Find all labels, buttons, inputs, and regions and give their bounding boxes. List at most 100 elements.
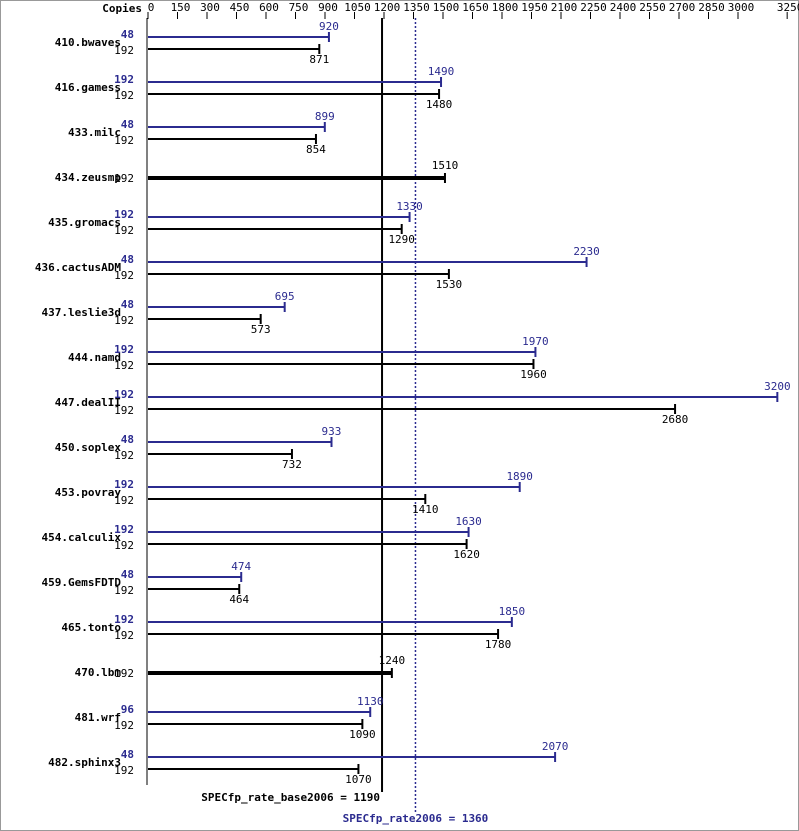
copies-label: 192: [114, 584, 134, 597]
value-label: 1480: [426, 98, 453, 111]
x-tick-label: 1050: [344, 1, 371, 14]
copies-label: 192: [114, 613, 134, 626]
value-label: 1290: [388, 233, 415, 246]
copies-label: 192: [114, 539, 134, 552]
copies-label: 192: [114, 89, 134, 102]
copies-label: 192: [114, 269, 134, 282]
x-tick-label: 1500: [433, 1, 460, 14]
x-tick-label: 1350: [403, 1, 430, 14]
copies-label: 48: [121, 748, 134, 761]
value-label: 1780: [485, 638, 512, 651]
value-label: 1850: [499, 605, 526, 618]
copies-label: 192: [114, 404, 134, 417]
copies-label: 192: [114, 478, 134, 491]
x-tick-label: 2850: [698, 1, 725, 14]
copies-label: 192: [114, 44, 134, 57]
x-tick-label: 3250: [777, 1, 799, 14]
x-tick-label: 900: [318, 1, 338, 14]
copies-label: 192: [114, 388, 134, 401]
x-tick-label: 1200: [374, 1, 401, 14]
x-tick-label: 1950: [521, 1, 548, 14]
copies-label: 192: [114, 172, 134, 185]
category-label: 450.soplex: [55, 441, 122, 454]
value-label: 1890: [506, 470, 533, 483]
copies-label: 192: [114, 629, 134, 642]
category-label: 410.bwaves: [55, 36, 121, 49]
reference-label: SPECfp_rate_base2006 = 1190: [201, 791, 380, 804]
copies-label: 192: [114, 449, 134, 462]
reference-label: SPECfp_rate2006 = 1360: [343, 812, 489, 825]
x-tick-label: 2100: [551, 1, 578, 14]
copies-label: 48: [121, 568, 134, 581]
copies-label: 192: [114, 208, 134, 221]
copies-label: 192: [114, 523, 134, 536]
category-label: 433.milc: [68, 126, 121, 139]
category-label: 437.leslie3d: [42, 306, 121, 319]
category-label: 459.GemsFDTD: [42, 576, 122, 589]
value-label: 854: [306, 143, 326, 156]
category-label: 482.sphinx3: [48, 756, 121, 769]
category-label: 465.tonto: [61, 621, 121, 634]
value-label: 1090: [349, 728, 376, 741]
value-label: 871: [309, 53, 329, 66]
value-label: 1410: [412, 503, 439, 516]
x-tick-label: 150: [171, 1, 191, 14]
value-label: 2070: [542, 740, 569, 753]
category-label: 447.dealII: [55, 396, 121, 409]
value-label: 1070: [345, 773, 372, 786]
copies-label: 48: [121, 28, 134, 41]
value-label: 732: [282, 458, 302, 471]
copies-label: 48: [121, 298, 134, 311]
copies-label: 192: [114, 224, 134, 237]
value-label: 2230: [573, 245, 600, 258]
copies-label: 192: [114, 343, 134, 356]
x-tick-label: 600: [259, 1, 279, 14]
category-label: 416.gamess: [55, 81, 121, 94]
value-label: 1240: [379, 654, 406, 667]
copies-label: 96: [121, 703, 135, 716]
copies-label: 48: [121, 118, 134, 131]
x-tick-label: 450: [230, 1, 250, 14]
category-label: 434.zeusmp: [55, 171, 122, 184]
category-label: 481.wrf: [75, 711, 121, 724]
category-label: 444.namd: [68, 351, 121, 364]
category-label: 436.cactusADM: [35, 261, 121, 274]
value-label: 573: [251, 323, 271, 336]
category-label: 470.lbm: [75, 666, 122, 679]
copies-label: 192: [114, 314, 134, 327]
x-tick-label: 0: [148, 1, 155, 14]
value-label: 899: [315, 110, 335, 123]
copies-label: 48: [121, 253, 134, 266]
x-tick-label: 1650: [462, 1, 489, 14]
copies-label: 192: [114, 134, 134, 147]
value-label: 920: [319, 20, 339, 33]
value-label: 464: [229, 593, 249, 606]
category-label: 453.povray: [55, 486, 122, 499]
value-label: 2680: [662, 413, 689, 426]
x-tick-label: 2700: [669, 1, 696, 14]
copies-header: Copies: [102, 2, 142, 15]
x-tick-label: 3000: [728, 1, 755, 14]
value-label: 474: [231, 560, 251, 573]
x-tick-label: 2400: [610, 1, 637, 14]
copies-label: 48: [121, 433, 134, 446]
value-label: 1530: [436, 278, 463, 291]
x-tick-label: 2550: [639, 1, 666, 14]
x-tick-label: 300: [200, 1, 220, 14]
value-label: 1960: [520, 368, 547, 381]
value-label: 1130: [357, 695, 384, 708]
value-label: 1330: [396, 200, 423, 213]
value-label: 1510: [432, 159, 459, 172]
copies-label: 192: [114, 359, 134, 372]
value-label: 695: [275, 290, 295, 303]
value-label: 1620: [453, 548, 480, 561]
copies-label: 192: [114, 764, 134, 777]
value-label: 933: [322, 425, 342, 438]
category-label: 435.gromacs: [48, 216, 121, 229]
x-tick-label: 750: [289, 1, 309, 14]
value-label: 1970: [522, 335, 549, 348]
copies-label: 192: [114, 494, 134, 507]
value-label: 3200: [764, 380, 791, 393]
copies-label: 192: [114, 667, 134, 680]
